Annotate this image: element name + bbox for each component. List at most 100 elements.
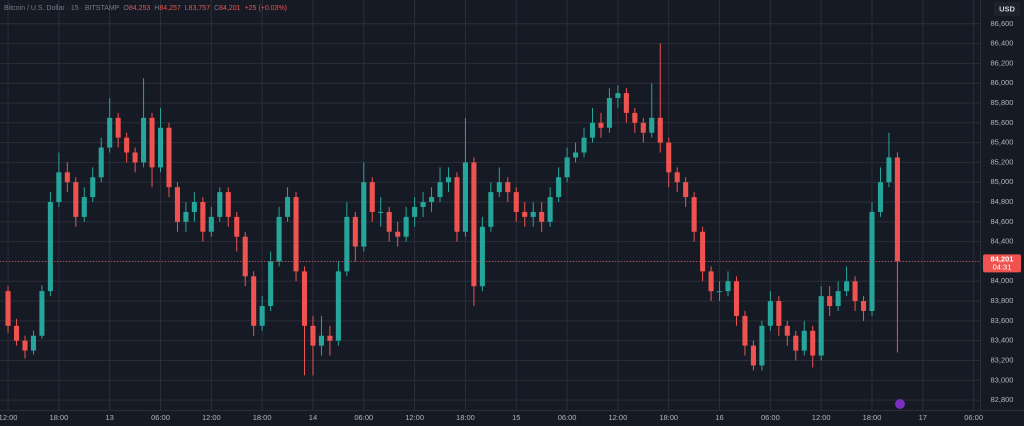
x-tick-label: 18:00 <box>456 413 475 422</box>
axes: 82,800 83,000 83,200 83,400 83,600 83,800 84,0… <box>0 19 1021 422</box>
x-tick-label: 18:00 <box>863 413 882 422</box>
legend-ohlc-value: 84,257 <box>159 5 181 12</box>
candle-body <box>750 345 756 366</box>
candle-body <box>632 112 638 123</box>
legend-ohlc-label: H <box>154 5 159 12</box>
y-tick-label: 86,600 <box>991 19 1014 28</box>
candle-body <box>352 216 358 247</box>
candles <box>5 43 900 376</box>
candle-body <box>877 182 884 212</box>
candle-body <box>649 117 655 133</box>
candle-body <box>39 291 45 336</box>
candle-body <box>5 291 11 326</box>
candle-body <box>683 182 689 198</box>
candle-body <box>217 192 223 217</box>
candle-body <box>784 325 790 336</box>
candle-body <box>606 98 612 128</box>
y-tick-label: 83,200 <box>991 355 1014 364</box>
candle-body <box>869 211 875 311</box>
candle-body <box>894 157 900 262</box>
candle-body <box>471 162 477 287</box>
last-price-label: 84,201 <box>991 254 1014 263</box>
y-tick-label: 85,000 <box>991 177 1014 186</box>
candle-body <box>124 137 130 153</box>
candle-body <box>395 231 401 237</box>
candle-body <box>454 177 460 232</box>
candle-body <box>657 117 663 143</box>
y-tick-label: 84,600 <box>991 217 1014 226</box>
candle-body <box>573 152 579 158</box>
y-tick-label: 83,000 <box>991 375 1014 384</box>
candle-body <box>564 157 570 178</box>
y-tick-label: 83,800 <box>991 296 1014 305</box>
candle-body <box>530 211 536 217</box>
candle-body <box>386 211 392 232</box>
y-tick-label: 85,200 <box>991 157 1014 166</box>
candle-body <box>674 172 680 183</box>
candle-body <box>107 117 113 148</box>
candle-body <box>30 335 36 351</box>
candle-body <box>225 192 231 217</box>
last-price-box <box>983 254 1021 273</box>
candle-body <box>488 192 494 227</box>
x-tick-label: 12:00 <box>812 413 831 422</box>
candle-body <box>429 197 435 203</box>
candle-body <box>852 281 858 302</box>
x-tick-label: 12:00 <box>609 413 628 422</box>
candle-body <box>285 197 291 217</box>
legend-change: +25 (+0.03%) <box>245 5 287 12</box>
candle-body <box>598 122 604 128</box>
candle-body <box>733 281 740 316</box>
candle-body <box>208 216 214 232</box>
candle-body <box>115 117 121 138</box>
legend-ohlc-value: 84,201 <box>219 5 241 12</box>
currency: USD <box>999 4 1015 13</box>
candle-body <box>141 117 147 163</box>
candle-body <box>420 202 426 207</box>
currency-box <box>994 2 1020 16</box>
legend-ohlc-label: C <box>214 5 219 12</box>
x-tick-label: 14 <box>309 413 317 422</box>
candle-body <box>81 197 87 217</box>
candle-body <box>547 197 553 222</box>
candle-body <box>166 127 172 188</box>
legend-ohlc-value: 83,757 <box>189 5 211 12</box>
candle-body <box>276 216 282 262</box>
y-tick-label: 86,400 <box>991 39 1014 48</box>
candle-body <box>191 202 197 212</box>
y-tick-label: 85,800 <box>991 98 1014 107</box>
candle-body <box>556 177 562 198</box>
candle-body <box>725 281 731 292</box>
candle-body <box>310 325 316 346</box>
y-tick-label: 85,600 <box>991 118 1014 127</box>
candle-body <box>445 177 452 183</box>
candle-body <box>717 291 723 293</box>
x-tick-label: 12:00 <box>0 413 17 422</box>
candle-body <box>860 301 867 311</box>
y-tick-label: 86,000 <box>991 78 1014 87</box>
candle-body <box>412 206 418 217</box>
candle-body <box>47 202 53 292</box>
candle-body <box>335 271 341 341</box>
candle-body <box>496 182 502 193</box>
candle-body <box>174 187 180 222</box>
candle-body <box>513 192 519 212</box>
candle-body <box>818 296 824 356</box>
candle-body <box>666 142 672 173</box>
y-tick-label: 83,400 <box>991 336 1014 345</box>
candle-body <box>73 182 79 217</box>
y-tick-label: 84,800 <box>991 197 1014 206</box>
candle-body <box>844 281 850 292</box>
candle-body <box>437 182 443 198</box>
candle-body <box>259 306 265 326</box>
candle-body <box>378 211 384 213</box>
candle-body <box>200 202 206 232</box>
candle-body <box>810 330 816 356</box>
event-icon[interactable] <box>895 399 905 409</box>
candle-body <box>522 211 528 217</box>
x-tick-label: 06:00 <box>761 413 780 422</box>
candle-body <box>708 271 714 292</box>
y-tick-label: 84,000 <box>991 276 1014 285</box>
